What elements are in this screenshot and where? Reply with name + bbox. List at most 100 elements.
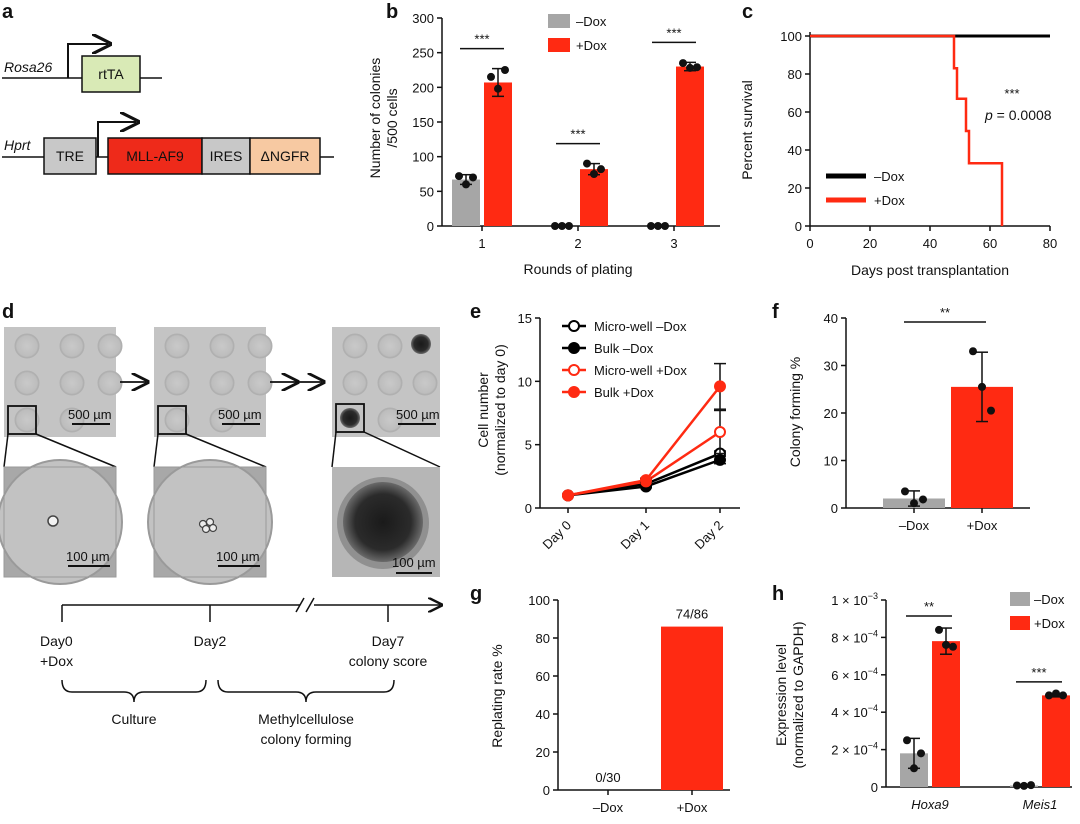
chart-b-bar-1-0 <box>484 82 512 226</box>
chart-e-ylabel-1: Cell number <box>475 372 491 448</box>
chart-b-bar-1-1 <box>580 169 608 226</box>
micrograph-day0-overview: 500 µm <box>4 327 123 437</box>
chart-f-ytick-label-1: 10 <box>824 454 838 469</box>
tre-label: TRE <box>56 148 84 164</box>
chart-h-point-1-0-1 <box>942 640 950 649</box>
micrograph-day2-zoom: 100 µm <box>147 459 273 585</box>
chart-h-ylabel-1: Expression level <box>773 644 789 746</box>
timeline-day0: Day0 <box>40 633 73 649</box>
chart-h-point-0-0-2 <box>917 749 925 758</box>
chart-c-ylabel: Percent survival <box>739 80 755 180</box>
timeline-methyl-2: colony forming <box>260 731 351 747</box>
chart-c-ytick-label-5: 100 <box>780 29 802 44</box>
chart-h-ytick-base-1: 2 × 10 <box>831 743 868 758</box>
chart-b-point-0-1-0 <box>551 222 559 230</box>
chart-b-point-1-2-1 <box>686 63 694 72</box>
scale-label-top-2: 500 µm <box>218 407 262 422</box>
chart-e-legend-label-1: Bulk –Dox <box>594 341 654 356</box>
scale-label-bottom-3: 100 µm <box>392 555 436 570</box>
chart-b-point-0-2-2 <box>661 222 669 230</box>
chart-e-legend-label-2: Micro-well +Dox <box>594 363 687 378</box>
scale-label-bottom-1: 100 µm <box>66 549 110 564</box>
chart-h-point-1-0-2 <box>949 642 957 651</box>
chart-h-point-1-1-2 <box>1059 691 1067 700</box>
scale-label-top-3: 500 µm <box>396 407 440 422</box>
chart-c-ytick-label-1: 20 <box>788 181 802 196</box>
chart-h-ytick-exp-4: −4 <box>868 628 878 638</box>
chart-f-point-0-0 <box>901 487 909 496</box>
chart-e-plot: 0 5 10 15 Day 0 Day 1 Day 2 Micro-well –Dox Bulk… <box>518 311 740 552</box>
chart-h-point-0-0-1 <box>910 764 918 773</box>
rosa26-locus-label: Rosa26 <box>4 59 52 75</box>
scale-label-bottom-2: 100 µm <box>216 549 260 564</box>
chart-b-legend-swatch-1 <box>548 38 570 52</box>
chart-b-legend-label-0: –Dox <box>576 14 607 29</box>
ngfr-label: ΔNGFR <box>260 148 309 164</box>
chart-e-xtick-label-0: Day 0 <box>539 518 574 553</box>
chart-e-legend-marker-1 <box>568 342 580 354</box>
panel-a-label: a <box>2 1 14 23</box>
tre-box <box>43 137 97 175</box>
chart-b-ytick-label-6: 300 <box>412 11 434 26</box>
chart-b-point-1-2-0 <box>679 59 687 68</box>
chart-b-xtick-label-1: 2 <box>574 236 581 251</box>
chart-b-point-1-0-2 <box>501 66 509 74</box>
chart-h-ytick-label-1: 2 × 10−4 <box>831 741 878 758</box>
chart-e-ylabel-2: (normalized to day 0) <box>492 344 508 476</box>
chart-f-point-1-2 <box>987 406 995 415</box>
methyl-brace <box>217 679 395 703</box>
chart-c-pvalue: p = 0.0008 <box>984 107 1052 123</box>
chart-e-legend-marker-0 <box>568 320 580 332</box>
chart-c-ytick-label-2: 40 <box>788 143 802 158</box>
panel-b-label: b <box>386 1 398 23</box>
chart-b-xlabel: Rounds of plating <box>524 261 633 277</box>
chart-h-bar-1-0 <box>932 641 960 787</box>
chart-h-legend-swatch-1 <box>1010 616 1030 630</box>
chart-b-plot: 0 50 100 150 200 250 300 1 *** 2 *** 3 *** –Dox +Dox <box>412 11 720 251</box>
chart-b-ytick-label-3: 150 <box>412 115 434 130</box>
chart-g-plot: 0 20 40 60 80 100 0/30 –Dox 74/86 +Dox <box>528 593 730 815</box>
chart-h-ylabel-2: (normalized to GAPDH) <box>790 621 806 768</box>
chart-c-pvalue-p: p <box>984 107 993 123</box>
timeline-day2: Day2 <box>194 633 227 649</box>
chart-h-ytick-exp-2: −4 <box>868 703 878 713</box>
chart-h-point-1-1-0 <box>1045 691 1053 700</box>
chart-h-ytick-base-2: 4 × 10 <box>831 705 868 720</box>
chart-h-point-0-1-2 <box>1027 781 1035 790</box>
chart-g-xtick-label-0: –Dox <box>593 800 624 815</box>
rtta-label: rtTA <box>98 66 124 82</box>
chart-h-sig-0-label: ** <box>924 599 934 614</box>
chart-h-ytick-base-4: 8 × 10 <box>831 630 868 645</box>
panel-h-label: h <box>772 583 784 605</box>
chart-e-ytick-label-2: 10 <box>518 374 532 389</box>
chart-e-xtick-label-2: Day 2 <box>691 518 726 553</box>
chart-b-point-0-1-1 <box>558 222 566 230</box>
chart-c-xlabel: Days post transplantation <box>851 262 1009 278</box>
panel-f: f Colony forming % 0 10 20 30 40 –Dox +Dox ** <box>772 301 1030 533</box>
chart-b-ytick-label-4: 200 <box>412 80 434 95</box>
chart-b-xtick-label-2: 3 <box>670 236 677 251</box>
chart-h-point-1-1-1 <box>1052 689 1060 698</box>
tre-promoter-arrow <box>97 122 136 157</box>
panel-g-label: g <box>470 583 482 605</box>
chart-h-ytick-label-5: 1 × 10−3 <box>831 591 878 608</box>
chart-f-point-1-0 <box>969 347 977 356</box>
chart-f-point-1-1 <box>978 382 986 391</box>
mll-af9-label: MLL-AF9 <box>126 148 184 164</box>
chart-f-point-0-1 <box>910 499 918 508</box>
chart-b-point-0-0-1 <box>462 180 470 189</box>
chart-b-point-1-1-0 <box>583 159 591 168</box>
chart-f-ytick-label-0: 0 <box>831 501 838 516</box>
chart-b-ytick-label-0: 0 <box>427 219 434 234</box>
chart-h-point-1-0-0 <box>935 625 943 634</box>
chart-h-ytick-exp-3: −4 <box>868 666 878 676</box>
ires-box <box>201 137 251 175</box>
chart-h-ytick-base-0: 0 <box>871 780 878 795</box>
chart-b-legend-swatch-0 <box>548 14 570 28</box>
chart-f-plot: 0 10 20 30 40 –Dox +Dox ** <box>824 305 1030 533</box>
chart-b-sig-0-label: *** <box>474 32 489 47</box>
chart-b-sig-2-label: *** <box>666 25 681 40</box>
chart-c-pvalue-value: = 0.0008 <box>993 107 1052 123</box>
chart-c-plot: 0 20 40 60 80 100 0 20 40 60 80 –Dox +Dox <box>780 29 1057 251</box>
